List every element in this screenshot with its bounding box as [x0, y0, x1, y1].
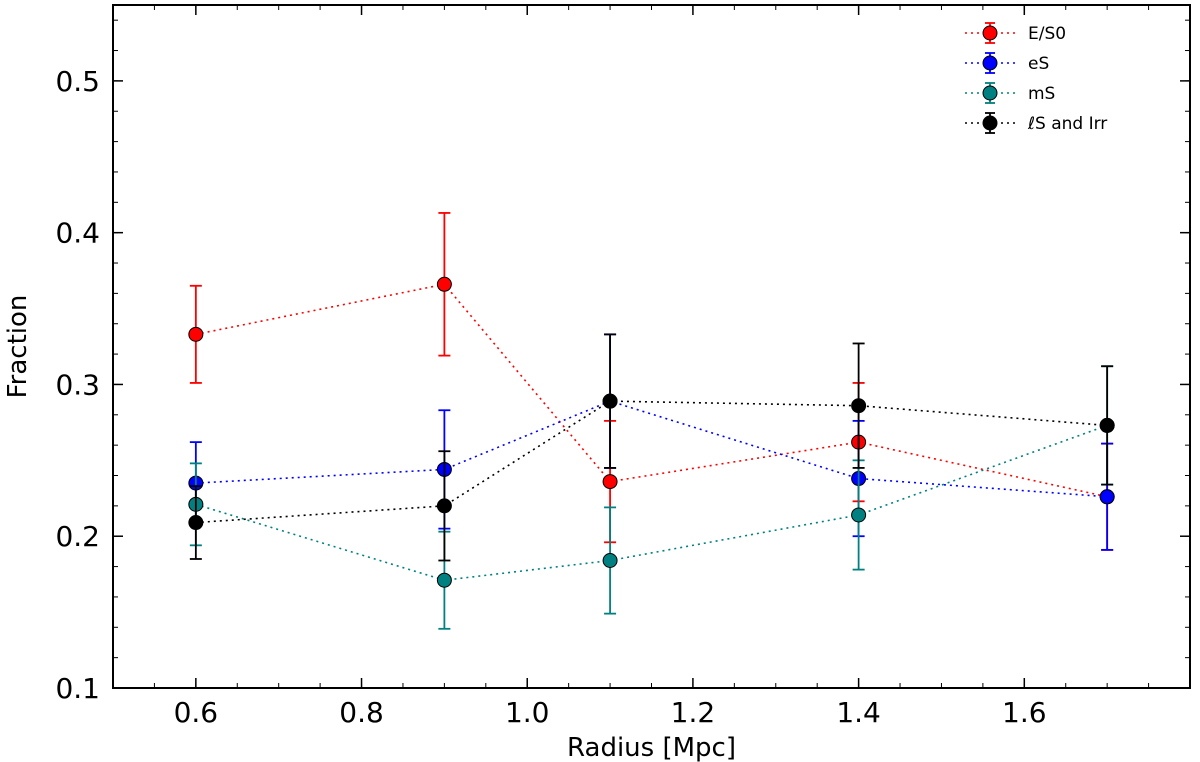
x-axis-label: Radius [Mpc] — [567, 733, 736, 762]
series-line — [195, 400, 1108, 524]
legend-label: mS — [1028, 84, 1055, 104]
data-point — [602, 393, 618, 409]
y-tick-label: 0.5 — [55, 65, 100, 98]
data-point — [436, 572, 452, 588]
legend-marker — [982, 25, 998, 41]
legend-marker — [982, 55, 998, 71]
x-tick-label: 1.4 — [836, 696, 881, 729]
plot-frame — [112, 4, 1191, 689]
x-tick-label: 0.6 — [174, 696, 219, 729]
series-1 — [188, 333, 1115, 551]
data-point — [1099, 417, 1115, 433]
legend-label: E/S0 — [1028, 24, 1066, 44]
series-0 — [188, 212, 1115, 551]
y-tick-label: 0.3 — [55, 368, 100, 401]
data-point — [1099, 489, 1115, 505]
x-tick-label: 1.6 — [1002, 696, 1047, 729]
series-line — [195, 400, 1108, 498]
axis-ticks: 0.6 0.8 1.0 1.2 1.4 1.6 0.1 0.2 0.3 0.4 0.5 — [55, 5, 1191, 729]
legend-label: ℓS and Irr — [1027, 114, 1107, 134]
data-point — [436, 276, 452, 292]
data-point — [602, 553, 618, 569]
legend-entry: mS — [965, 82, 1055, 104]
data-point — [602, 474, 618, 490]
x-tick-label: 1.0 — [505, 696, 550, 729]
series-3 — [188, 333, 1115, 562]
legend-marker — [982, 115, 998, 131]
data-point — [188, 515, 204, 531]
data-point — [851, 507, 867, 523]
legend-marker — [982, 85, 998, 101]
x-tick-label: 0.8 — [339, 696, 384, 729]
x-tick-label: 1.2 — [671, 696, 716, 729]
plot-marks — [188, 212, 1115, 630]
series-2 — [188, 365, 1115, 630]
y-tick-label: 0.2 — [55, 520, 100, 553]
legend: E/S0 eS mS ℓS and Irr — [965, 22, 1107, 134]
series-line — [195, 424, 1108, 582]
data-point — [436, 498, 452, 514]
data-point — [188, 326, 204, 342]
series-line — [195, 283, 1108, 498]
legend-entry: E/S0 — [965, 22, 1066, 44]
y-tick-label: 0.1 — [55, 672, 100, 705]
legend-entry: eS — [965, 52, 1049, 74]
y-tick-label: 0.4 — [55, 217, 100, 250]
y-axis-label: Fraction — [3, 295, 33, 399]
legend-entry: ℓS and Irr — [965, 112, 1107, 134]
legend-label: eS — [1028, 54, 1049, 74]
data-point — [851, 398, 867, 414]
